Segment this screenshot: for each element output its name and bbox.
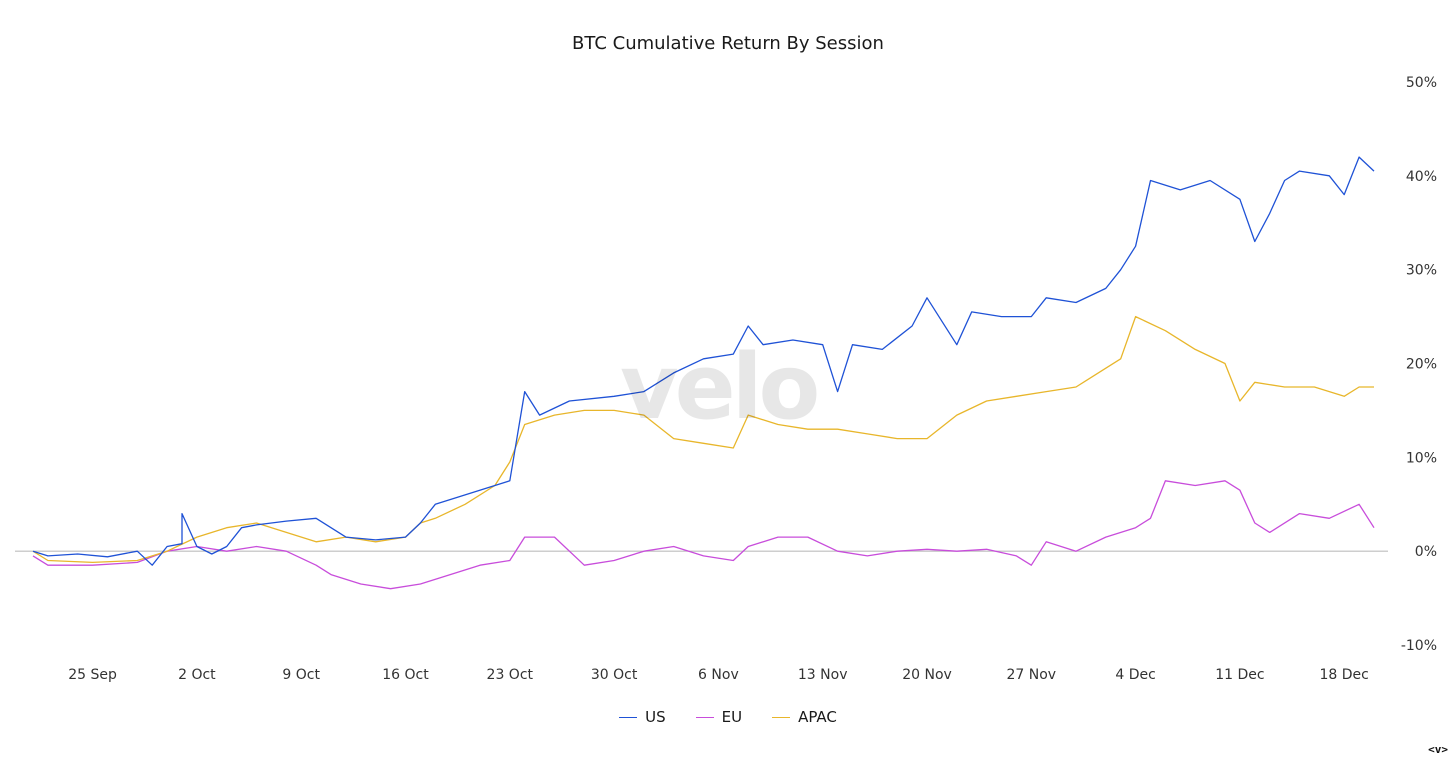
corner-logo: <v> (1428, 743, 1448, 756)
x-tick-label: 20 Nov (902, 667, 952, 683)
y-tick-label: 30% (1406, 263, 1437, 279)
series-line-us (32, 156, 1375, 566)
y-tick-label: 10% (1406, 450, 1437, 466)
chart-legend: US EU APAC (0, 708, 1456, 726)
x-tick-label: 4 Dec (1115, 667, 1155, 683)
series-lines (32, 156, 1375, 590)
legend-item-apac[interactable]: APAC (772, 708, 837, 726)
x-tick-label: 6 Nov (698, 667, 739, 683)
legend-swatch (772, 716, 791, 718)
chart-plot: -10% 0% 10% 20% 30% 40% 50% 25 Sep 2 Oct 9 Oct 16… (15, 75, 1437, 683)
x-tick-label: 9 Oct (282, 667, 320, 683)
x-axis-labels: 25 Sep 2 Oct 9 Oct 16 Oct 23 Oct 30 Oct 6 Nov 1… (68, 667, 1369, 683)
x-tick-label: 2 Oct (178, 667, 216, 683)
legend-swatch (695, 716, 714, 718)
legend-item-us[interactable]: US (619, 708, 666, 726)
y-tick-label: 50% (1406, 75, 1437, 91)
y-tick-label: 0% (1415, 544, 1437, 560)
x-tick-label: 16 Oct (382, 667, 429, 683)
x-tick-label: 13 Nov (798, 667, 848, 683)
legend-label: APAC (798, 708, 837, 726)
legend-item-eu[interactable]: EU (695, 708, 743, 726)
x-tick-label: 27 Nov (1007, 667, 1057, 683)
legend-label: EU (721, 708, 743, 726)
x-tick-label: 30 Oct (591, 667, 638, 683)
series-line-apac (32, 315, 1374, 564)
series-line-eu (32, 480, 1375, 590)
legend-swatch (619, 716, 638, 718)
y-tick-label: 20% (1406, 357, 1437, 373)
x-tick-label: 23 Oct (487, 667, 534, 683)
velo-watermark: velo (620, 335, 820, 440)
y-tick-label: -10% (1401, 638, 1437, 654)
chart-title: BTC Cumulative Return By Session (572, 33, 884, 54)
x-tick-label: 25 Sep (68, 667, 117, 683)
y-tick-label: 40% (1406, 169, 1437, 185)
x-tick-label: 18 Dec (1320, 667, 1369, 683)
y-axis-labels: -10% 0% 10% 20% 30% 40% 50% (1401, 75, 1437, 654)
legend-label: US (645, 708, 666, 726)
x-tick-label: 11 Dec (1215, 667, 1264, 683)
